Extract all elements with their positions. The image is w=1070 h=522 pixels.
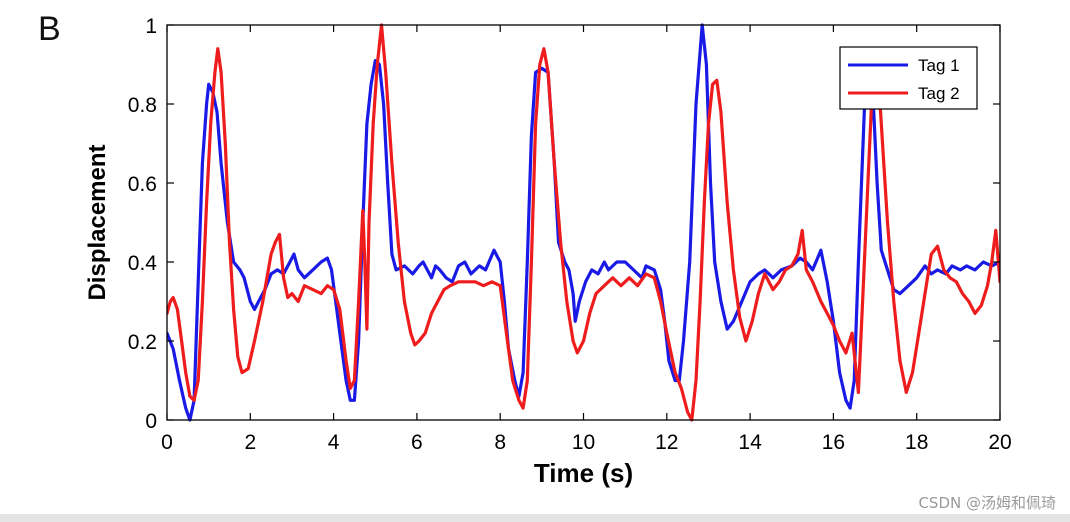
x-tick-label: 0	[161, 431, 173, 454]
x-tick-label: 16	[822, 431, 845, 454]
series-line-tag-1	[167, 23, 1000, 422]
legend-label-tag-1: Tag 1	[918, 56, 960, 75]
x-tick-label: 18	[905, 431, 928, 454]
legend-box	[839, 46, 978, 110]
axis-ticks: 0 2 4 6 8 10 12 14 16 18 20 0 0.2 0.4 0.6 0.8 1	[128, 15, 1012, 454]
bottom-strip	[0, 514, 1070, 522]
legend-label-tag-2: Tag 2	[918, 84, 960, 103]
x-tick-label: 10	[572, 431, 595, 454]
y-tick-label: 0	[145, 410, 157, 433]
y-axis-label: Displacement	[84, 144, 111, 300]
x-tick-label: 12	[655, 431, 678, 454]
x-tick-label: 20	[988, 431, 1011, 454]
panel-label: B	[38, 10, 61, 48]
x-tick-label: 8	[494, 431, 506, 454]
series-line-tag-2	[167, 23, 1000, 422]
y-tick-label: 0.2	[128, 331, 157, 354]
watermark: CSDN @汤姆和佩琦	[918, 494, 1056, 512]
legend: Tag 1 Tag 2	[839, 46, 978, 110]
y-tick-label: 1	[145, 15, 157, 38]
y-tick-label: 0.4	[128, 252, 158, 275]
y-tick-label: 0.6	[128, 173, 157, 196]
x-tick-label: 2	[244, 431, 256, 454]
x-tick-label: 14	[738, 431, 762, 454]
y-tick-label: 0.8	[128, 94, 157, 117]
x-tick-label: 4	[328, 431, 340, 454]
x-axis-label: Time (s)	[534, 458, 633, 488]
series-layer	[167, 23, 1000, 422]
x-tick-label: 6	[411, 431, 423, 454]
